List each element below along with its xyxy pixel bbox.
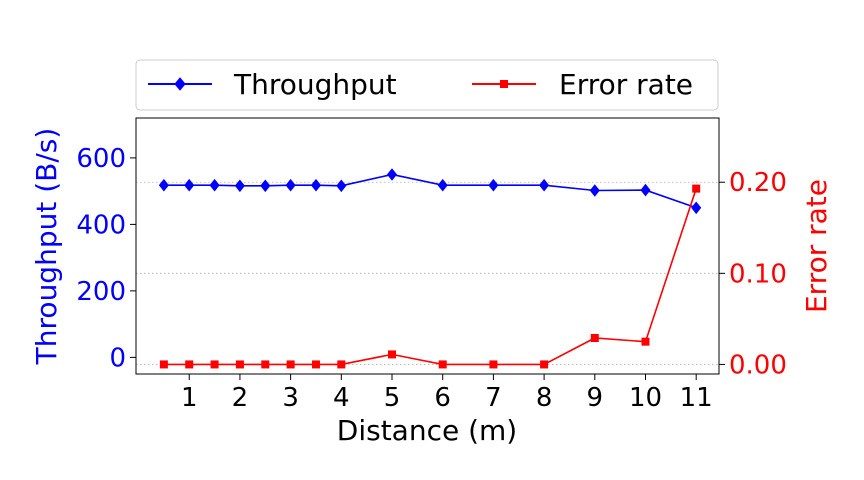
- throughput-point-2: [209, 178, 220, 192]
- right-y-tick-label-1: 0.10: [729, 259, 787, 289]
- x-tick-label-9: 9: [587, 383, 604, 413]
- error-rate-point-0: [159, 360, 168, 369]
- throughput-point-4: [260, 179, 271, 193]
- throughput-point-6: [310, 178, 322, 192]
- left-y-tick-label-0: 0: [109, 343, 126, 373]
- error-rate-point-7: [337, 360, 346, 369]
- throughput-point-11: [539, 178, 550, 192]
- throughput-point-0: [158, 178, 169, 192]
- right-y-tick-label-0: 0.00: [729, 350, 787, 380]
- x-axis-title: Distance (m): [337, 414, 517, 447]
- throughput-point-1: [184, 178, 195, 192]
- legend-error-rate-marker: [500, 80, 508, 88]
- error-rate-point-11: [540, 360, 549, 369]
- plot-frame: [135, 117, 720, 375]
- x-tick-label-3: 3: [282, 383, 299, 413]
- throughput-line: [163, 173, 697, 209]
- error-rate-point-14: [692, 184, 701, 193]
- x-tick-label-11: 11: [680, 383, 713, 413]
- error-rate-line: [163, 188, 697, 366]
- throughput-point-9: [437, 178, 448, 192]
- throughput-point-7: [336, 179, 347, 193]
- x-tick-label-4: 4: [333, 383, 350, 413]
- right-y-tick-label-2: 0.20: [729, 168, 787, 198]
- left-y-tick-label-400: 400: [76, 210, 126, 240]
- error-rate-point-12: [590, 334, 599, 343]
- error-rate-point-9: [438, 360, 447, 369]
- error-rate-point-13: [641, 337, 650, 346]
- series-layer: [158, 168, 702, 369]
- x-tick-label-2: 2: [232, 383, 249, 413]
- axes: 1 2 3 4 5 6 7 8 9 10 11 0 200 400 600 0.00 0.10 0.20: [76, 144, 787, 413]
- x-tick-label-8: 8: [536, 383, 553, 413]
- left-y-axis-title: Throughput (B/s): [30, 128, 63, 366]
- grid-lines: [136, 181, 719, 365]
- x-tick-label-6: 6: [434, 383, 451, 413]
- legend-throughput-marker: [174, 77, 186, 91]
- legend-box: [135, 59, 719, 111]
- x-tick-label-10: 10: [629, 383, 662, 413]
- x-tick-label-1: 1: [181, 383, 198, 413]
- legend: Throughput Error rate: [135, 59, 719, 111]
- error-rate-point-8: [388, 350, 397, 359]
- x-tick-label-7: 7: [485, 383, 502, 413]
- error-rate-point-3: [235, 360, 244, 369]
- throughput-point-13: [640, 183, 651, 197]
- error-rate-point-4: [261, 360, 270, 369]
- error-rate-point-2: [210, 360, 219, 369]
- error-rate-point-10: [489, 360, 498, 369]
- error-rate-point-6: [311, 360, 320, 369]
- error-rate-point-5: [286, 360, 295, 369]
- throughput-point-5: [285, 178, 296, 192]
- left-y-tick-label-200: 200: [76, 277, 126, 307]
- throughput-point-10: [488, 178, 499, 192]
- legend-throughput-label: Throughput: [233, 68, 397, 101]
- throughput-point-12: [589, 184, 600, 197]
- x-tick-label-5: 5: [384, 383, 401, 413]
- throughput-point-14: [691, 201, 702, 215]
- error-rate-point-1: [185, 360, 194, 369]
- throughput-point-8: [386, 168, 398, 181]
- throughput-point-3: [234, 179, 245, 193]
- left-y-tick-label-600: 600: [76, 144, 126, 174]
- right-y-axis-title: Error rate: [800, 179, 833, 313]
- legend-error-rate-label: Error rate: [559, 68, 693, 101]
